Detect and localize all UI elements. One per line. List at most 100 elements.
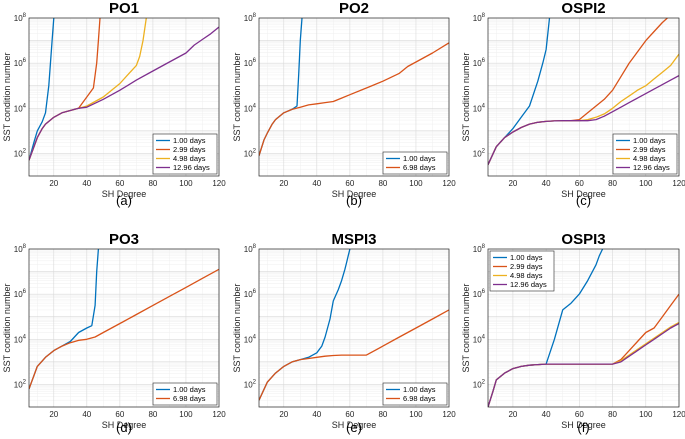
- y-tick-exponent: 6: [253, 289, 257, 295]
- y-tick-label: 102: [14, 379, 27, 389]
- y-tick-exponent: 6: [482, 289, 486, 295]
- legend-entry: 2.99 days: [173, 145, 206, 154]
- y-tick-label: 102: [473, 148, 486, 158]
- x-axis-label: SH Degree: [102, 189, 147, 199]
- y-tick-exponent: 2: [253, 148, 257, 154]
- x-tick-label: 120: [442, 410, 456, 419]
- y-tick-exponent: 4: [253, 334, 257, 340]
- y-tick-exponent: 8: [482, 244, 486, 250]
- legend-entry: 4.98 days: [510, 271, 543, 280]
- y-axis-label: SST condition number: [461, 284, 471, 373]
- y-tick-base: 10: [244, 380, 253, 389]
- x-tick-label: 60: [575, 179, 584, 188]
- panel-caption: (b): [346, 193, 362, 208]
- y-tick-base: 10: [14, 104, 23, 113]
- legend-box: [152, 382, 218, 406]
- panel-caption: (e): [346, 420, 362, 435]
- y-tick-base: 10: [473, 59, 482, 68]
- chart-title: PO1: [109, 0, 139, 17]
- x-tick-label: 20: [279, 410, 288, 419]
- series-line-6-98-days: [259, 309, 449, 401]
- panel-caption: (c): [576, 193, 591, 208]
- x-tick-label: 20: [508, 179, 517, 188]
- y-tick-exponent: 6: [23, 58, 27, 64]
- legend-box: [382, 151, 448, 175]
- y-tick-exponent: 4: [482, 334, 486, 340]
- y-axis-label: SST condition number: [2, 53, 12, 142]
- y-tick-exponent: 2: [23, 148, 27, 154]
- y-tick-exponent: 6: [253, 58, 257, 64]
- axes-box: [258, 17, 450, 177]
- y-tick-base: 10: [244, 290, 253, 299]
- legend-entry: 6.98 days: [173, 394, 206, 403]
- x-tick-label: 40: [312, 410, 321, 419]
- y-tick-base: 10: [14, 59, 23, 68]
- x-tick-label: 80: [378, 410, 387, 419]
- legend-entry: 2.99 days: [633, 145, 666, 154]
- legend-entry: 12.96 days: [633, 163, 670, 172]
- panel-caption: (d): [116, 420, 132, 435]
- chart-title: PO3: [109, 231, 139, 248]
- legend-entry: 12.96 days: [510, 280, 547, 289]
- y-tick-exponent: 2: [253, 379, 257, 385]
- legend-entry: 6.98 days: [403, 163, 436, 172]
- x-axis-label: SH Degree: [332, 189, 377, 199]
- y-tick-label: 106: [473, 289, 486, 299]
- y-tick-exponent: 8: [23, 13, 27, 19]
- y-tick-exponent: 4: [253, 103, 257, 109]
- axes-box: [28, 248, 220, 408]
- x-tick-label: 80: [148, 179, 157, 188]
- y-tick-base: 10: [473, 245, 482, 254]
- y-tick-base: 10: [14, 14, 23, 23]
- x-tick-label: 100: [409, 410, 423, 419]
- x-tick-label: 80: [608, 410, 617, 419]
- y-tick-base: 10: [244, 149, 253, 158]
- y-axis-label: SST condition number: [2, 284, 12, 373]
- legend-entry: 2.99 days: [510, 262, 543, 271]
- y-tick-base: 10: [473, 14, 482, 23]
- y-tick-exponent: 4: [23, 103, 27, 109]
- x-tick-label: 20: [508, 410, 517, 419]
- legend-entry: 1.00 days: [403, 154, 436, 163]
- y-tick-label: 108: [244, 13, 257, 23]
- x-tick-label: 40: [82, 410, 91, 419]
- y-tick-label: 104: [14, 103, 27, 113]
- y-tick-base: 10: [244, 245, 253, 254]
- axes-box: [487, 17, 680, 177]
- legend-entry: 6.98 days: [403, 394, 436, 403]
- axes-box: [487, 248, 680, 408]
- x-tick-label: 40: [542, 179, 551, 188]
- y-tick-exponent: 4: [482, 103, 486, 109]
- y-tick-exponent: 4: [23, 334, 27, 340]
- y-tick-label: 104: [14, 334, 27, 344]
- series-line-12-96-days: [488, 322, 679, 407]
- y-tick-label: 104: [473, 103, 486, 113]
- y-tick-base: 10: [244, 59, 253, 68]
- plot-area: [29, 249, 219, 407]
- y-tick-label: 102: [244, 148, 257, 158]
- y-tick-label: 108: [473, 13, 486, 23]
- x-axis-label: SH Degree: [102, 420, 147, 430]
- panel-caption: (f): [577, 420, 589, 435]
- series-line-1-00-days: [29, 18, 55, 161]
- series-line-12-96-days: [29, 26, 219, 161]
- y-tick-label: 106: [473, 58, 486, 68]
- x-tick-label: 80: [378, 179, 387, 188]
- y-tick-base: 10: [244, 14, 253, 23]
- x-tick-label: 100: [639, 179, 653, 188]
- x-axis-label: SH Degree: [561, 189, 606, 199]
- x-tick-label: 100: [179, 410, 193, 419]
- y-tick-label: 106: [244, 58, 257, 68]
- panel-caption: (a): [116, 193, 132, 208]
- x-tick-label: 20: [49, 179, 58, 188]
- legend-entry: 1.00 days: [173, 385, 206, 394]
- y-tick-exponent: 8: [482, 13, 486, 19]
